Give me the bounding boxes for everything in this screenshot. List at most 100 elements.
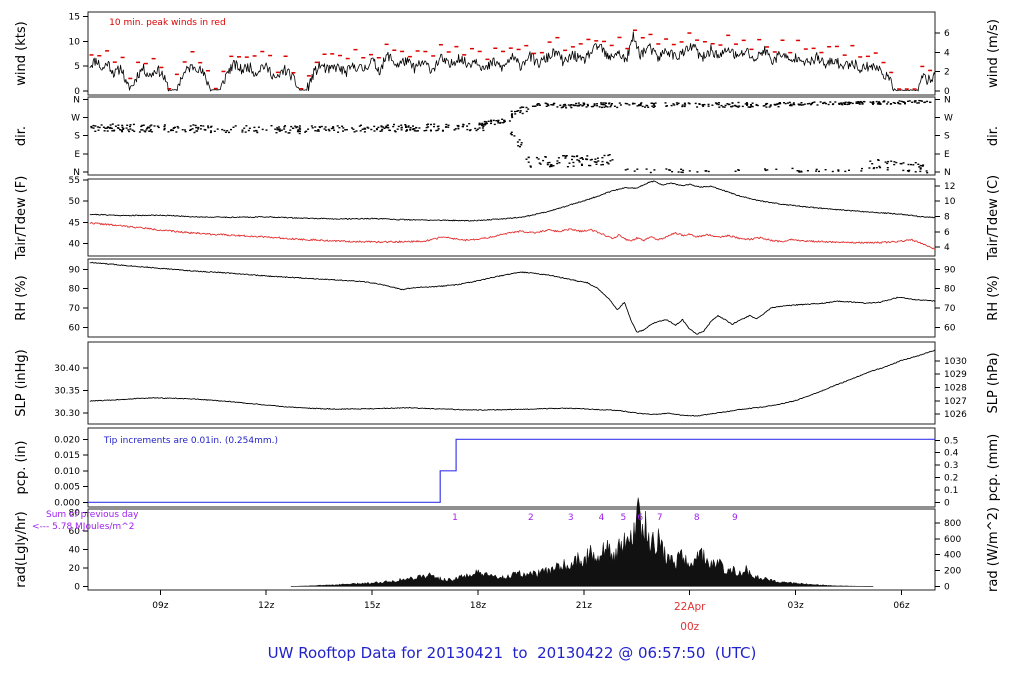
rh-ytick-left-label: 90 — [69, 265, 81, 275]
direction-point — [778, 102, 781, 104]
direction-point — [783, 102, 785, 104]
direction-point — [314, 126, 317, 128]
direction-point — [527, 156, 530, 159]
peak-wind-dash — [151, 57, 156, 60]
direction-point — [809, 103, 812, 106]
peak-wind-dash — [734, 43, 738, 45]
direction-point — [189, 125, 192, 127]
direction-point — [437, 128, 440, 130]
radiation-ytick-left-label: 0 — [74, 582, 80, 592]
direction-point — [114, 125, 117, 127]
direction-point — [561, 106, 564, 108]
direction-point — [652, 106, 655, 108]
direction-point — [592, 105, 594, 108]
direction-point — [919, 167, 922, 169]
direction-point — [113, 129, 116, 131]
temperature-ytick-left-label: 50 — [69, 197, 81, 207]
direction-point — [257, 126, 260, 128]
peak-wind-dash — [431, 55, 436, 57]
temperature-ytick-left-label: 55 — [69, 176, 80, 186]
direction-point — [103, 130, 106, 132]
direction-point — [580, 163, 583, 165]
direction-point — [129, 128, 132, 130]
direction-point — [469, 129, 472, 131]
direction-point — [590, 105, 593, 108]
direction-point — [373, 125, 376, 128]
direction-point — [887, 101, 890, 103]
direction-point — [330, 127, 333, 130]
direction-point — [255, 129, 257, 132]
direction-point — [652, 103, 655, 105]
direction-point — [447, 124, 450, 126]
direction-point — [824, 169, 827, 171]
direction-point — [518, 139, 521, 141]
wind-ytick-left-label: 10 — [69, 37, 81, 47]
peak-wind-dash — [306, 75, 311, 77]
direction-point — [844, 170, 847, 173]
direction-point — [688, 103, 691, 105]
direction-point — [495, 120, 498, 122]
direction-point — [610, 104, 613, 106]
direction-point — [605, 102, 608, 104]
peak-wind-dash — [788, 51, 793, 54]
direction-point — [840, 102, 843, 104]
direction-point — [608, 154, 611, 156]
direction-point — [156, 125, 159, 127]
radiation-annotation-0: Sum of previous day — [46, 510, 139, 520]
direction-point — [380, 130, 383, 132]
precip-ytick-left-label: 0.000 — [54, 498, 80, 508]
direction-point — [525, 110, 528, 113]
direction-point — [387, 127, 390, 129]
dir-frame — [87, 96, 936, 176]
direction-point — [304, 131, 307, 133]
mjoule-marker-1: 1 — [452, 513, 458, 523]
direction-point — [163, 125, 166, 128]
direction-point — [727, 103, 730, 106]
direction-point — [598, 106, 601, 108]
direction-point — [296, 126, 299, 128]
direction-point — [197, 128, 200, 130]
direction-point — [503, 120, 506, 123]
direction-point — [921, 100, 923, 102]
peak-wind-dash — [842, 54, 847, 56]
direction-point — [644, 106, 646, 108]
direction-point — [513, 135, 516, 137]
precip-ytick-left-label: 0.015 — [54, 451, 80, 461]
direction-point — [596, 103, 598, 105]
direction-point — [546, 163, 549, 166]
direction-point — [256, 131, 259, 134]
direction-point — [299, 130, 301, 132]
peak-wind-dash — [928, 69, 933, 72]
direction-point — [142, 124, 145, 126]
direction-point — [184, 129, 186, 131]
rh-ytick-left-label: 60 — [69, 323, 81, 333]
peak-wind-dash — [159, 66, 164, 69]
peak-wind-dash — [765, 46, 769, 48]
direction-point — [400, 129, 403, 131]
x-tick-label: 09z — [152, 601, 168, 611]
slp-ytick-right-label: 1026 — [944, 410, 967, 420]
direction-point — [283, 128, 286, 130]
direction-point — [200, 125, 202, 127]
peak-wind-dash — [687, 32, 692, 34]
direction-point — [916, 102, 919, 104]
wind-left-axis-title: wind (kts) — [14, 21, 29, 85]
direction-point — [482, 124, 485, 126]
direction-point — [861, 103, 864, 105]
rh-ytick-right-label: 70 — [944, 304, 956, 314]
direction-point — [436, 129, 439, 131]
direction-point — [289, 129, 292, 131]
direction-point — [404, 125, 407, 127]
direction-point — [510, 114, 513, 116]
precip-ytick-left-label: 0.005 — [54, 483, 80, 493]
peak-wind-dash — [112, 61, 117, 63]
direction-point — [876, 103, 879, 105]
direction-point — [396, 128, 399, 130]
direction-point — [457, 126, 460, 128]
direction-point — [478, 127, 481, 129]
direction-point — [562, 104, 565, 106]
peak-wind-dash — [679, 41, 684, 43]
direction-point — [886, 103, 889, 105]
direction-point — [636, 168, 639, 170]
